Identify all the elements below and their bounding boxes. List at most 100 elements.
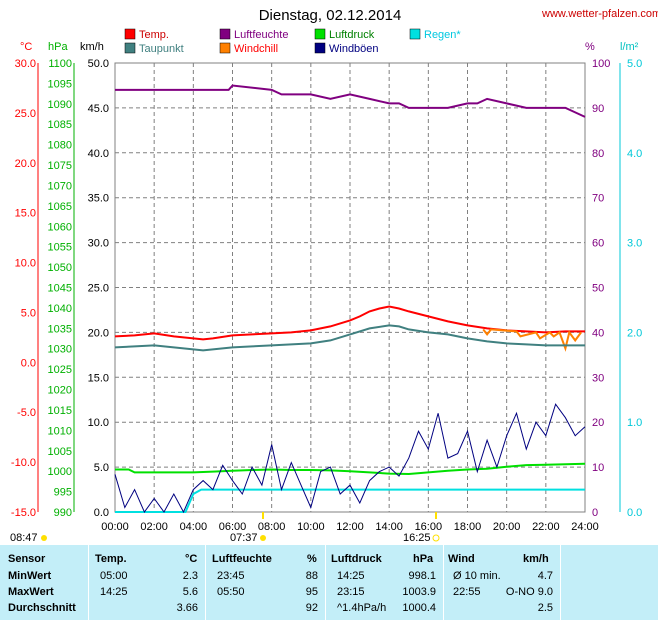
legend-swatch <box>219 42 231 54</box>
moonrise-icon <box>41 535 47 541</box>
moonrise-label: 08:47 <box>10 532 38 544</box>
humidity-tick-label: 50 <box>592 283 604 295</box>
legend-label: Windchill <box>234 43 278 55</box>
temp-tick-label: 10.0 <box>15 258 36 270</box>
legend-label: Luftfeuchte <box>234 29 288 41</box>
stat-press_val: 998.1 <box>408 570 436 582</box>
wind-tick-label: 45.0 <box>88 103 109 115</box>
x-tick-label: 02:00 <box>140 521 168 533</box>
header-hum: Luftfeuchte <box>212 553 272 565</box>
header-temp: Temp. <box>95 553 127 565</box>
header-temp-unit: °C <box>185 553 198 565</box>
series-line <box>115 462 586 476</box>
pressure-tick-label: 1050 <box>48 262 72 274</box>
x-tick-label: 18:00 <box>454 521 482 533</box>
header-wind: Wind <box>448 553 475 565</box>
stat-temp_time: 05:00 <box>100 570 128 582</box>
stat-hum_val: 95 <box>305 586 318 598</box>
humidity-tick-label: 90 <box>592 103 604 115</box>
legend-label: Temp. <box>139 29 169 41</box>
x-tick-label: 20:00 <box>493 521 521 533</box>
legend-swatch <box>219 28 231 40</box>
humidity-tick-label: 10 <box>592 462 604 474</box>
wind-tick-label: 50.0 <box>88 58 109 70</box>
site-link[interactable]: www.wetter-pfalzen.com <box>541 8 658 20</box>
wind-tick-label: 5.0 <box>94 462 109 474</box>
temp-unit-label: °C <box>20 41 32 53</box>
series-line <box>114 403 586 514</box>
wind-tick-label: 20.0 <box>88 327 109 339</box>
legend-swatch <box>124 28 136 40</box>
x-tick-label: 06:00 <box>219 521 247 533</box>
humidity-tick-label: 70 <box>592 193 604 205</box>
wind-tick-label: 40.0 <box>88 148 109 160</box>
series-group <box>114 84 586 514</box>
temp-tick-label: 0.0 <box>21 357 36 369</box>
pressure-tick-label: 1045 <box>48 283 72 295</box>
pressure-tick-label: 1005 <box>48 446 72 458</box>
header-wind-unit: km/h <box>523 553 549 565</box>
legend-swatch <box>314 42 326 54</box>
x-tick-label: 08:00 <box>258 521 286 533</box>
legend-label: Windböen <box>329 43 379 55</box>
weather-chart: Dienstag, 02.12.2014 www.wetter-pfalzen.… <box>10 7 658 544</box>
y-axis-ticks: 30.0 25.0 20.0 15.0 10.0 5.0 0.0 -5.0 -10.0 -15.0… <box>11 58 642 519</box>
humidity-tick-label: 60 <box>592 238 604 250</box>
series-line <box>114 324 585 352</box>
legend-label: Regen* <box>424 29 461 41</box>
stat-temp_val: 3.66 <box>176 602 198 614</box>
humidity-tick-label: 40 <box>592 327 604 339</box>
sunrise-icon <box>260 535 266 541</box>
pressure-tick-label: 1035 <box>48 323 72 335</box>
pressure-tick-label: 1015 <box>48 405 72 417</box>
pressure-tick-label: 1090 <box>48 99 72 111</box>
header-press-unit: hPa <box>413 553 434 565</box>
humidity-tick-label: 0 <box>592 507 598 519</box>
stat-press_time: 23:15 <box>337 586 365 598</box>
legend-swatch <box>314 28 326 40</box>
stat-press_time: ^1.4hPa/h <box>337 602 387 614</box>
stat-temp_val: 5.6 <box>182 586 198 598</box>
wind-tick-label: 30.0 <box>88 238 109 250</box>
wind-tick-label: 35.0 <box>88 193 109 205</box>
stat-press_val: 1003.9 <box>402 586 436 598</box>
stat-label: MaxWert <box>8 586 54 598</box>
legend: Temp. Luftfeuchte Luftdruck Regen* Taupunkt W… <box>124 28 461 55</box>
stat-label: Durchschnitt <box>8 602 76 614</box>
wind-tick-label: 15.0 <box>88 372 109 384</box>
pressure-tick-label: 1040 <box>48 303 72 315</box>
wind-tick-label: 10.0 <box>88 417 109 429</box>
x-tick-label: 22:00 <box>532 521 560 533</box>
pressure-tick-label: 1025 <box>48 364 72 376</box>
stat-wind_label: 22:55 <box>453 586 481 598</box>
header-press: Luftdruck <box>331 553 382 565</box>
pressure-tick-label: 1000 <box>48 466 72 478</box>
grid <box>115 63 585 512</box>
humidity-tick-label: 100 <box>592 58 610 70</box>
header-hum-unit: % <box>307 553 317 565</box>
pressure-tick-label: 1060 <box>48 221 72 233</box>
wind-unit-label: km/h <box>80 41 104 53</box>
pressure-tick-label: 1055 <box>48 242 72 254</box>
pressure-tick-label: 1065 <box>48 201 72 213</box>
rain-tick-label: 2.0 <box>627 327 642 339</box>
pressure-tick-label: 1070 <box>48 180 72 192</box>
stat-hum_val: 92 <box>305 602 318 614</box>
humidity-tick-label: 80 <box>592 148 604 160</box>
humidity-tick-label: 20 <box>592 417 604 429</box>
rain-tick-label: 3.0 <box>627 238 642 250</box>
x-tick-label: 14:00 <box>375 521 403 533</box>
stat-wind_label: Ø 10 min. <box>453 570 501 582</box>
stat-wind_val: O-NO 9.0 <box>505 586 553 598</box>
stat-label: MinWert <box>8 570 52 582</box>
temp-tick-label: -5.0 <box>17 407 36 419</box>
legend-label: Taupunkt <box>139 43 184 55</box>
sunrise-label: 07:37 <box>230 532 258 544</box>
series-line <box>482 328 582 352</box>
wind-tick-label: 0.0 <box>94 507 109 519</box>
wind-tick-label: 25.0 <box>88 283 109 295</box>
humidity-tick-label: 30 <box>592 372 604 384</box>
rain-tick-label: 1.0 <box>627 417 642 429</box>
rain-tick-label: 4.0 <box>627 148 642 160</box>
temp-tick-label: 25.0 <box>15 108 36 120</box>
